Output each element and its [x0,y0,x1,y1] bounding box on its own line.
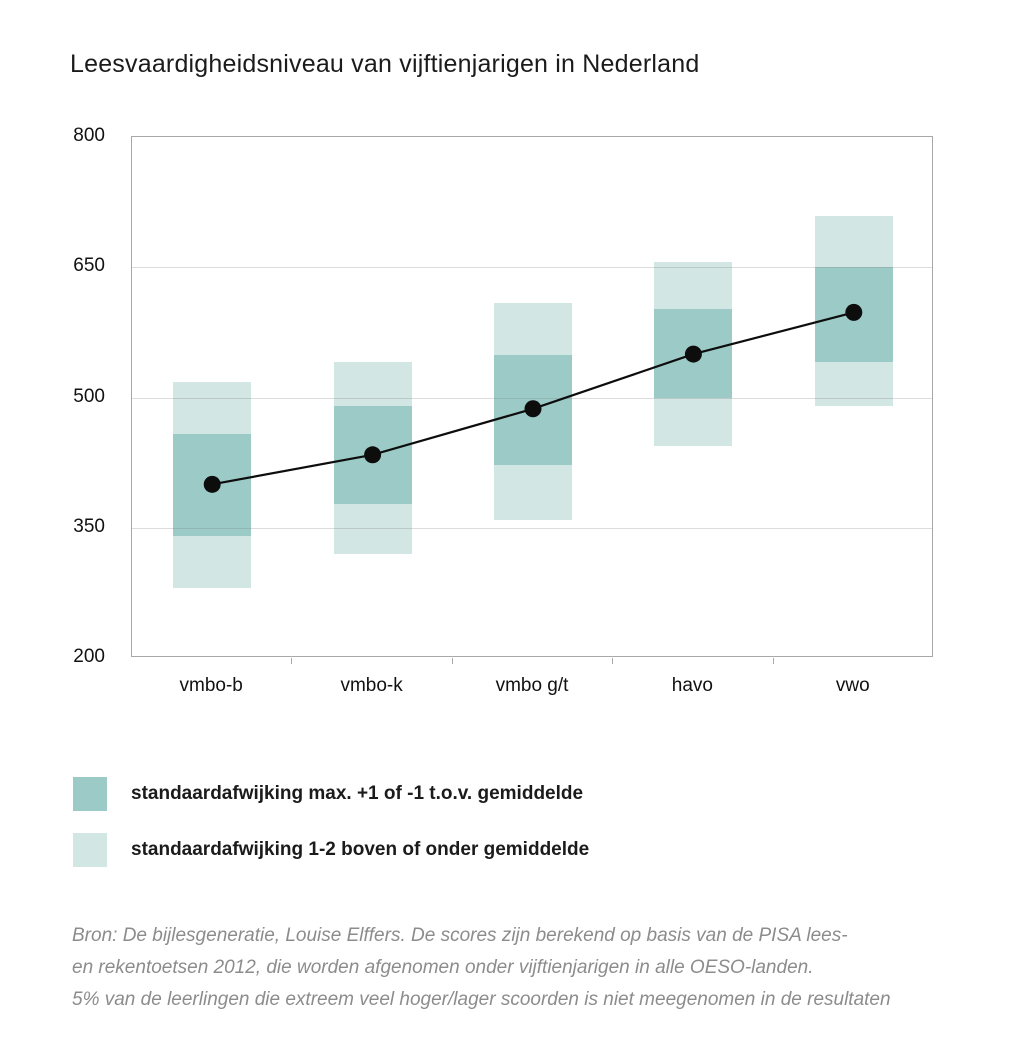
y-tick-label-500: 500 [73,385,105,407]
legend-label-sd-inner: standaardafwijking max. +1 of -1 t.o.v. … [131,783,584,804]
mean-dot-vmbo-k [364,446,382,464]
plot-area [131,136,933,657]
mean-line-layer [203,303,863,493]
chart-title: Leesvaardigheidsniveau van vijftienjarig… [70,50,700,78]
gridline-500 [132,397,932,399]
legend-item-sd2: standaardafwijking 1-2 boven of onder ge… [73,833,589,867]
gridline-650 [132,267,932,269]
source-line-2: en rekentoetsen 2012, die worden afgenom… [72,957,814,978]
y-tick-label-800: 800 [73,125,105,146]
x-axis-tick-2 [451,658,453,664]
x-category-label-vmbo g/t: vmbo g/t [495,675,569,696]
y-tick-label-650: 650 [73,255,105,277]
mean-dot-havo [684,345,702,363]
mean-line [212,311,855,486]
source-line-1: Bron: De bijlesgeneratie, Louise Elffers… [72,925,848,946]
x-axis-tick-3 [612,658,614,664]
x-category-label-vmbo-k: vmbo-k [340,675,403,696]
y-tick-label-200: 200 [73,646,105,667]
mean-dot-vwo [845,303,863,321]
legend-label-sd-outer: standaardafwijking 1-2 boven of onder ge… [131,839,590,860]
source-note: Bron: De bijlesgeneratie, Louise Elffers… [72,920,891,1016]
chart-legend: standaardafwijking max. +1 of -1 t.o.v. … [73,777,589,889]
legend-item-sd1: standaardafwijking max. +1 of -1 t.o.v. … [73,777,589,811]
y-tick-label-350: 350 [73,515,105,537]
legend-swatch-sd-inner [73,777,107,811]
mean-dot-vmbo g/t [524,400,542,418]
x-axis-tick-1 [291,658,293,664]
mean-dot-vmbo-b [203,475,221,493]
gridline-350 [132,527,932,529]
x-category-label-havo: havo [671,675,713,696]
legend-swatch-sd-outer [73,833,107,867]
source-line-3: 5% van de leerlingen die extreem veel ho… [72,989,891,1010]
x-category-label-vmbo-b: vmbo-b [179,675,243,696]
x-axis-tick-4 [772,658,774,664]
x-category-label-vwo: vwo [835,675,870,696]
